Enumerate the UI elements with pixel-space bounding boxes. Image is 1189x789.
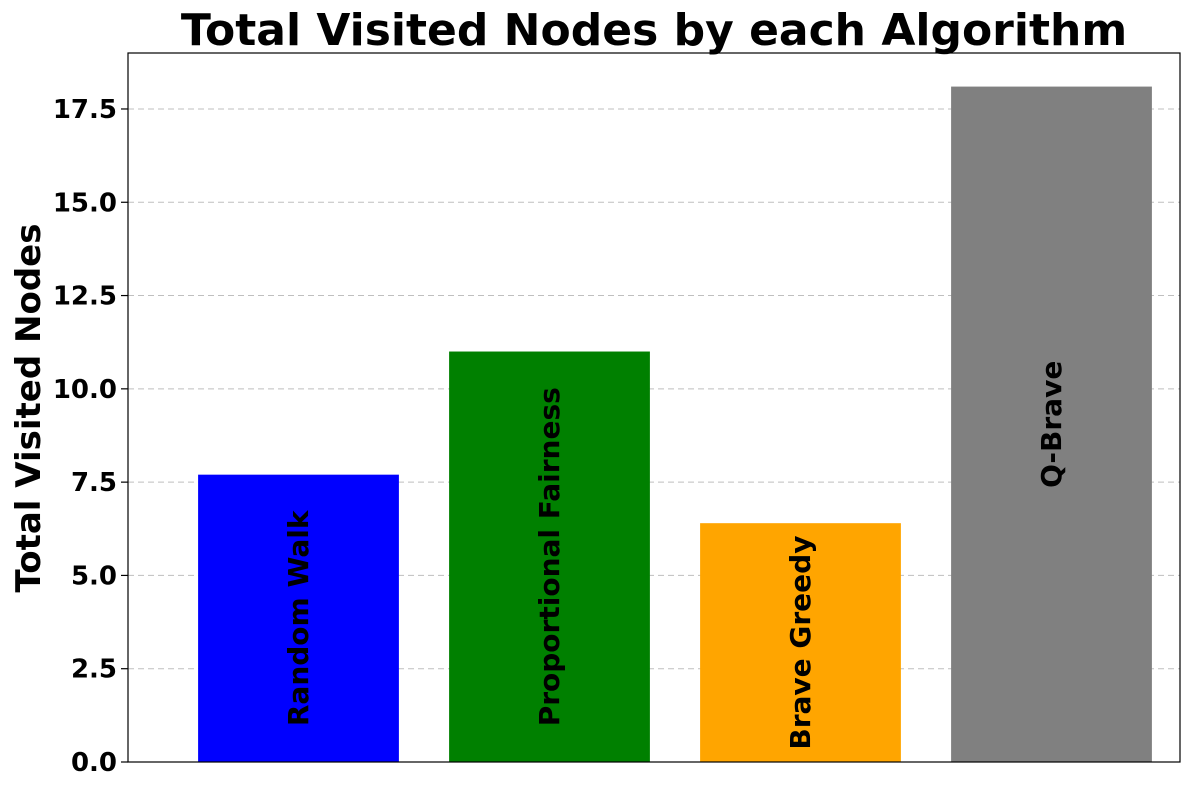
bar-category-label: Q-Brave — [1035, 361, 1068, 488]
y-tick-label: 15.0 — [53, 188, 117, 218]
chart-title: Total Visited Nodes by each Algorithm — [181, 5, 1127, 56]
bar-category-label: Proportional Fairness — [533, 387, 566, 726]
bars — [198, 86, 1152, 762]
y-tick-label: 0.0 — [71, 748, 117, 778]
y-tick-label: 12.5 — [53, 282, 117, 312]
bar-category-label: Brave Greedy — [784, 536, 817, 750]
y-tick-label: 2.5 — [71, 655, 117, 685]
bar — [449, 351, 650, 762]
y-tick-label: 5.0 — [71, 561, 117, 591]
y-tick-label: 7.5 — [71, 468, 117, 498]
y-tick-label: 17.5 — [53, 95, 117, 125]
bar — [700, 523, 901, 762]
bar-labels: Random Walk Proportional Fairness Brave Gr… — [282, 361, 1068, 750]
y-axis-ticks: 0.0 2.5 5.0 7.5 10.0 12.5 15.0 17.5 — [53, 95, 128, 778]
bar — [951, 86, 1152, 762]
y-axis-label: Total Visited Nodes — [9, 224, 49, 593]
bar-category-label: Random Walk — [282, 509, 315, 726]
y-tick-label: 10.0 — [53, 375, 117, 405]
bar — [198, 474, 399, 762]
plot-area-frame — [127, 52, 1181, 763]
